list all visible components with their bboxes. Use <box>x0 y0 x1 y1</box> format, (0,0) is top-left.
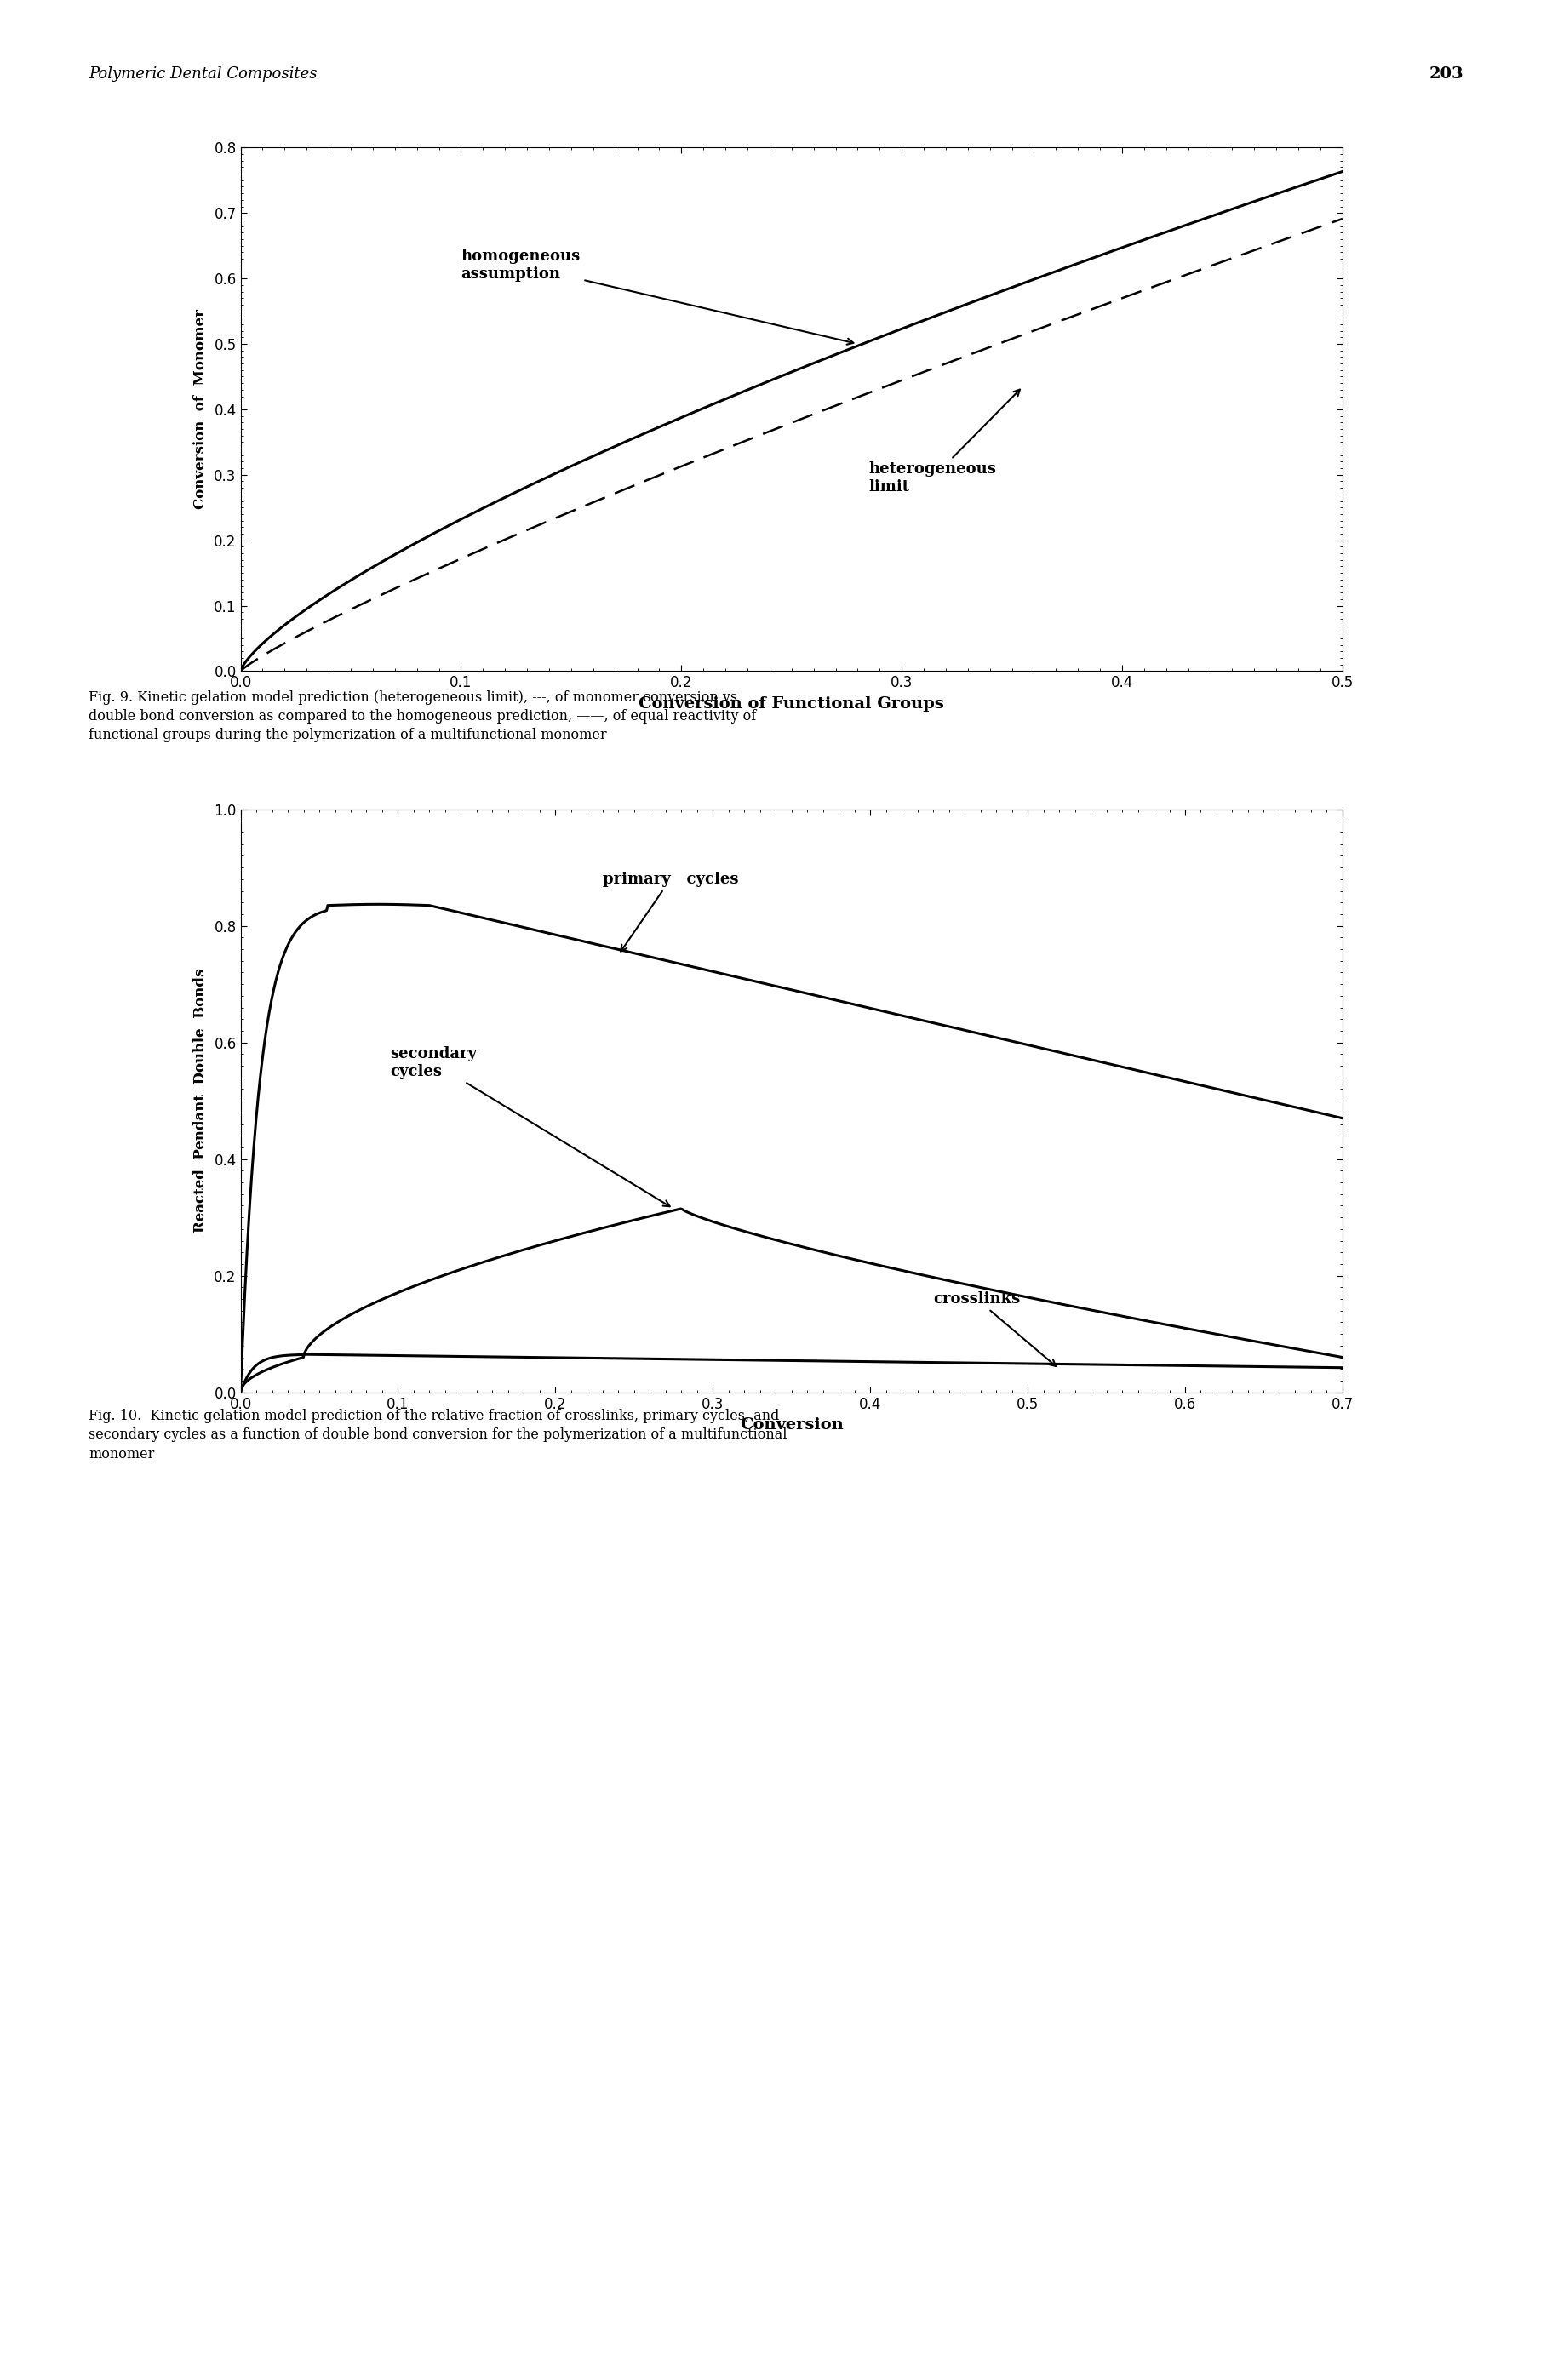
Text: crosslinks: crosslinks <box>933 1292 1055 1366</box>
Text: 203: 203 <box>1429 67 1464 81</box>
Text: homogeneous
assumption: homogeneous assumption <box>461 250 854 345</box>
Text: heterogeneous
limit: heterogeneous limit <box>869 390 1020 495</box>
Text: secondary
cycles: secondary cycles <box>390 1047 670 1207</box>
Text: Fig. 10.  Kinetic gelation model prediction of the relative fraction of crosslin: Fig. 10. Kinetic gelation model predicti… <box>88 1409 787 1461</box>
X-axis label: Conversion: Conversion <box>740 1418 843 1433</box>
Text: Polymeric Dental Composites: Polymeric Dental Composites <box>88 67 317 81</box>
Y-axis label: Conversion  of  Monomer: Conversion of Monomer <box>194 309 208 509</box>
X-axis label: Conversion of Functional Groups: Conversion of Functional Groups <box>639 697 944 712</box>
Y-axis label: Reacted  Pendant  Double  Bonds: Reacted Pendant Double Bonds <box>194 969 208 1233</box>
Text: Fig. 9. Kinetic gelation model prediction (heterogeneous limit), ---, of monomer: Fig. 9. Kinetic gelation model predictio… <box>88 690 756 743</box>
Text: primary   cycles: primary cycles <box>602 871 739 952</box>
